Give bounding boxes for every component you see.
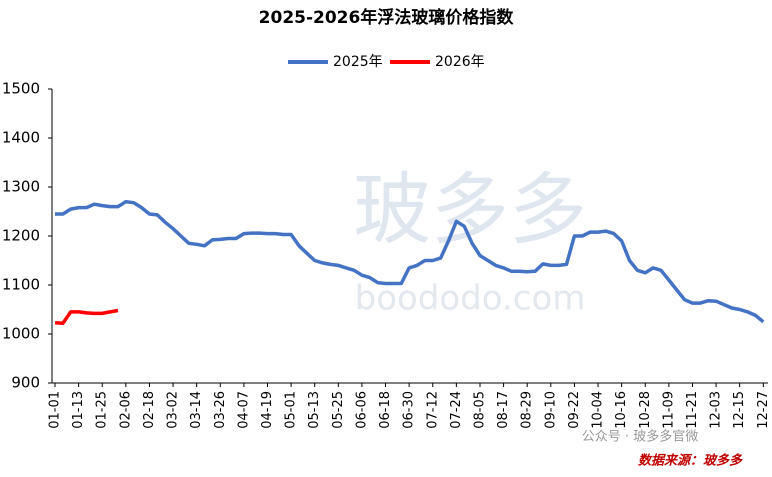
x-tick-label: 12-15	[732, 391, 747, 429]
x-tick-label: 03-26	[213, 391, 228, 429]
x-tick-label: 09-22	[567, 391, 582, 429]
y-tick-label: 1200	[2, 227, 40, 245]
y-tick-label: 1400	[2, 129, 40, 147]
x-tick-label: 01-01	[48, 391, 63, 429]
credit: 公众号 · 玻多多官微	[582, 429, 698, 445]
x-tick-label: 08-17	[496, 391, 511, 429]
x-tick-label: 01-25	[95, 391, 110, 429]
x-tick-label: 07-24	[449, 391, 464, 429]
x-tick-label: 04-07	[236, 391, 251, 429]
y-tick-label: 1100	[2, 276, 40, 294]
x-tick-label: 05-25	[331, 391, 346, 429]
y-tick-label: 900	[11, 374, 40, 392]
x-tick-label: 02-06	[118, 391, 133, 429]
x-tick-label: 09-10	[543, 391, 558, 429]
chart-title: 2025-2026年浮法玻璃价格指数	[259, 7, 515, 28]
x-tick-label: 04-19	[260, 391, 275, 429]
x-tick-label: 06-06	[354, 391, 369, 429]
x-tick-label: 10-16	[614, 391, 629, 429]
x-tick-label: 03-02	[166, 391, 181, 429]
x-tick-label: 08-29	[520, 391, 535, 429]
y-tick-label: 1500	[2, 80, 40, 98]
x-tick-label: 01-13	[71, 391, 86, 429]
x-tick-label: 11-09	[661, 391, 676, 429]
x-tick-label: 11-21	[685, 391, 700, 429]
x-tick-label: 05-01	[284, 391, 299, 429]
x-tick-label: 02-18	[142, 391, 157, 429]
line	[55, 199, 765, 324]
legend-label: 2025年	[333, 54, 383, 70]
x-tick-label: 12-27	[756, 391, 771, 429]
y-tick-label: 1000	[2, 325, 40, 343]
source: 数据来源：玻多多	[638, 453, 743, 469]
x-tick-label: 08-05	[472, 391, 487, 429]
x-tick-label: 03-14	[189, 391, 204, 429]
x-tick-label: 07-12	[425, 391, 440, 429]
x-tick-label: 05-13	[307, 391, 322, 429]
x-tick-label: 06-30	[402, 391, 417, 429]
line	[54, 308, 119, 325]
y-tick-label: 1300	[2, 178, 40, 196]
legend-label: 2026年	[435, 54, 485, 70]
x-tick-label: 10-28	[638, 391, 653, 429]
x-tick-label: 12-03	[709, 391, 724, 429]
x-tick-label: 06-18	[378, 391, 393, 429]
x-tick-label: 10-04	[591, 391, 606, 429]
